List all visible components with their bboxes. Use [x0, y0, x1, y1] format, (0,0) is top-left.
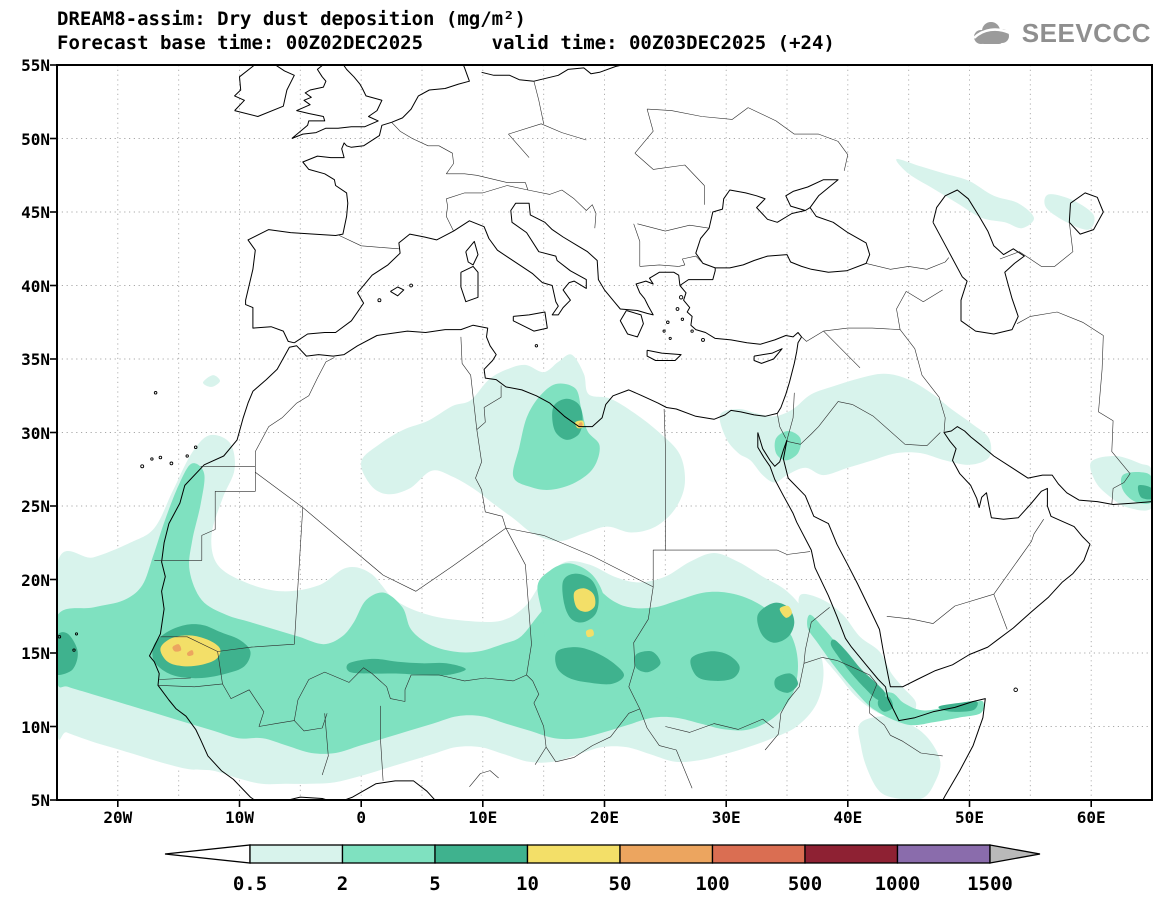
lon-tick-label: 40E: [833, 808, 863, 827]
legend-arrow-below-min: [164, 844, 251, 864]
map-plot: [50, 64, 1153, 807]
legend-segment: [341, 844, 436, 864]
contour-region-horn-of-africa-patch: [858, 716, 941, 800]
contour-region-darfur-spot: [634, 650, 661, 673]
lon-tick-label: 10W: [225, 808, 254, 827]
lat-tick-label: 30N: [21, 423, 50, 443]
legend-tick-label: 5: [429, 873, 440, 895]
contour-region-blue-nile-spot: [774, 673, 799, 693]
color-scale-legend: 0.5 2 5 10 50 100 500 1000 1500: [164, 844, 1041, 895]
lon-tick-label: 10E: [468, 808, 498, 827]
contour-region-chad-bodele-maximum: [573, 588, 596, 612]
legend-arrow-above-max: [989, 844, 1041, 864]
contour-region-kordofan-spot: [690, 651, 740, 681]
dust-contour-fills: [57, 158, 1152, 800]
lat-tick-label: 20N: [21, 570, 50, 590]
title-block: DREAM8-assim: Dry dust deposition (mg/m²…: [57, 7, 835, 55]
coastlines: [149, 65, 1152, 800]
contour-region-egypt-levant-gulf-band: [719, 373, 992, 483]
contour-region-oman-edge-core: [1137, 484, 1152, 500]
legend-segment: [434, 844, 529, 864]
contour-region-sinai-aqaba-spot: [774, 431, 802, 461]
seevccc-logo: SEEVCCC: [969, 18, 1151, 49]
cloud-logo-icon: [972, 22, 1011, 44]
legend-segment: [711, 844, 806, 864]
lat-tick-label: 45N: [21, 203, 50, 222]
logo-text: SEEVCCC: [1021, 18, 1151, 48]
legend-segment: [249, 844, 344, 864]
legend-segment: [619, 844, 714, 864]
contour-region-red-sea-south-plume: [798, 593, 917, 720]
contour-region-caspian-streak: [896, 158, 1035, 229]
lat-tick-label: 5N: [30, 791, 50, 810]
contour-region-senegal-peak-west: [172, 644, 182, 652]
lat-tick-label: 40N: [21, 276, 50, 296]
legend-tick-label: 500: [788, 873, 822, 895]
country-borders: [154, 81, 1131, 789]
lon-tick-label: 30E: [711, 808, 741, 827]
legend-tick-label: 1500: [967, 873, 1013, 895]
contour-region-chad-secondary-spot: [585, 629, 594, 638]
axis-ticks: [50, 64, 1092, 807]
lon-tick-label: 60E: [1076, 808, 1106, 827]
contour-region-libya-sirte-core: [552, 398, 583, 440]
legend-tick-label: 50: [609, 873, 632, 895]
lat-tick-label: 25N: [21, 497, 50, 516]
legend-segment: [804, 844, 899, 864]
legend-tick-label: 1000: [875, 873, 921, 895]
lon-tick-label: 0: [356, 808, 366, 827]
lat-tick-label: 35N: [21, 350, 50, 369]
contour-region-niger-strip: [346, 658, 466, 676]
contour-region-chad-south: [555, 647, 624, 685]
lat-tick-label: 15N: [21, 644, 50, 663]
legend-tick-label: 10: [516, 873, 539, 895]
contour-region-atlantic-left-edge: [57, 632, 78, 676]
lon-tick-label: 50E: [955, 808, 984, 827]
legend-segment: [526, 844, 621, 864]
legend-segment: [896, 844, 991, 864]
legend-tick-label: 2: [337, 873, 348, 895]
lat-tick-label: 55N: [21, 56, 50, 75]
contour-region-gulf-of-aden-coast: [871, 692, 984, 726]
plot-title: DREAM8-assim: Dry dust deposition (mg/m²…: [57, 8, 526, 30]
lat-tick-label: 50N: [21, 129, 50, 149]
plot-subtitle: Forecast base time: 00Z02DEC2025 valid t…: [57, 32, 835, 54]
lon-tick-label: 20W: [103, 808, 133, 827]
contour-region-morocco-offshore-speck: [202, 375, 221, 387]
legend-tick-label: 0.5: [233, 873, 267, 895]
small-islands: [57, 283, 1018, 693]
contour-region-senegal-peak-east: [186, 650, 194, 656]
lon-tick-label: 20E: [590, 808, 619, 827]
contour-region-libya-peak: [578, 422, 583, 427]
contour-region-sudan-spot: [779, 605, 792, 618]
legend-tick-label: 100: [695, 873, 729, 895]
lat-tick-label: 10N: [21, 717, 50, 737]
